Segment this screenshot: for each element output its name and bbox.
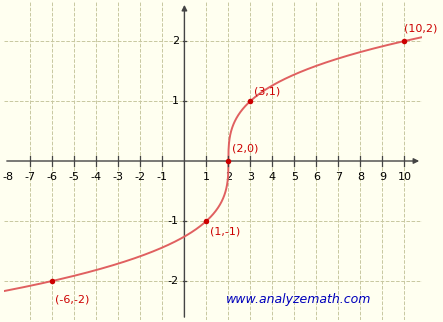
- Text: -1: -1: [168, 216, 179, 226]
- Text: -2: -2: [168, 276, 179, 286]
- Text: -7: -7: [25, 172, 36, 182]
- Text: 4: 4: [269, 172, 276, 182]
- Text: 3: 3: [247, 172, 254, 182]
- Text: 5: 5: [291, 172, 298, 182]
- Text: (-6,-2): (-6,-2): [54, 294, 89, 304]
- Text: (1,-1): (1,-1): [210, 227, 240, 237]
- Text: -5: -5: [69, 172, 80, 182]
- Text: 2: 2: [172, 36, 179, 46]
- Text: -3: -3: [113, 172, 124, 182]
- Text: 10: 10: [397, 172, 412, 182]
- Text: -4: -4: [91, 172, 102, 182]
- Text: -1: -1: [157, 172, 168, 182]
- Text: 1: 1: [203, 172, 210, 182]
- Text: 9: 9: [379, 172, 386, 182]
- Text: (10,2): (10,2): [404, 24, 438, 34]
- Text: -2: -2: [135, 172, 146, 182]
- Text: 8: 8: [357, 172, 364, 182]
- Text: 2: 2: [225, 172, 232, 182]
- Text: (2,0): (2,0): [232, 144, 258, 154]
- Text: (3,1): (3,1): [254, 86, 280, 96]
- Text: -6: -6: [47, 172, 58, 182]
- Text: www.analyzemath.com: www.analyzemath.com: [226, 293, 372, 306]
- Text: -8: -8: [3, 172, 14, 182]
- Text: 6: 6: [313, 172, 320, 182]
- Text: 1: 1: [172, 96, 179, 106]
- Text: 7: 7: [335, 172, 342, 182]
